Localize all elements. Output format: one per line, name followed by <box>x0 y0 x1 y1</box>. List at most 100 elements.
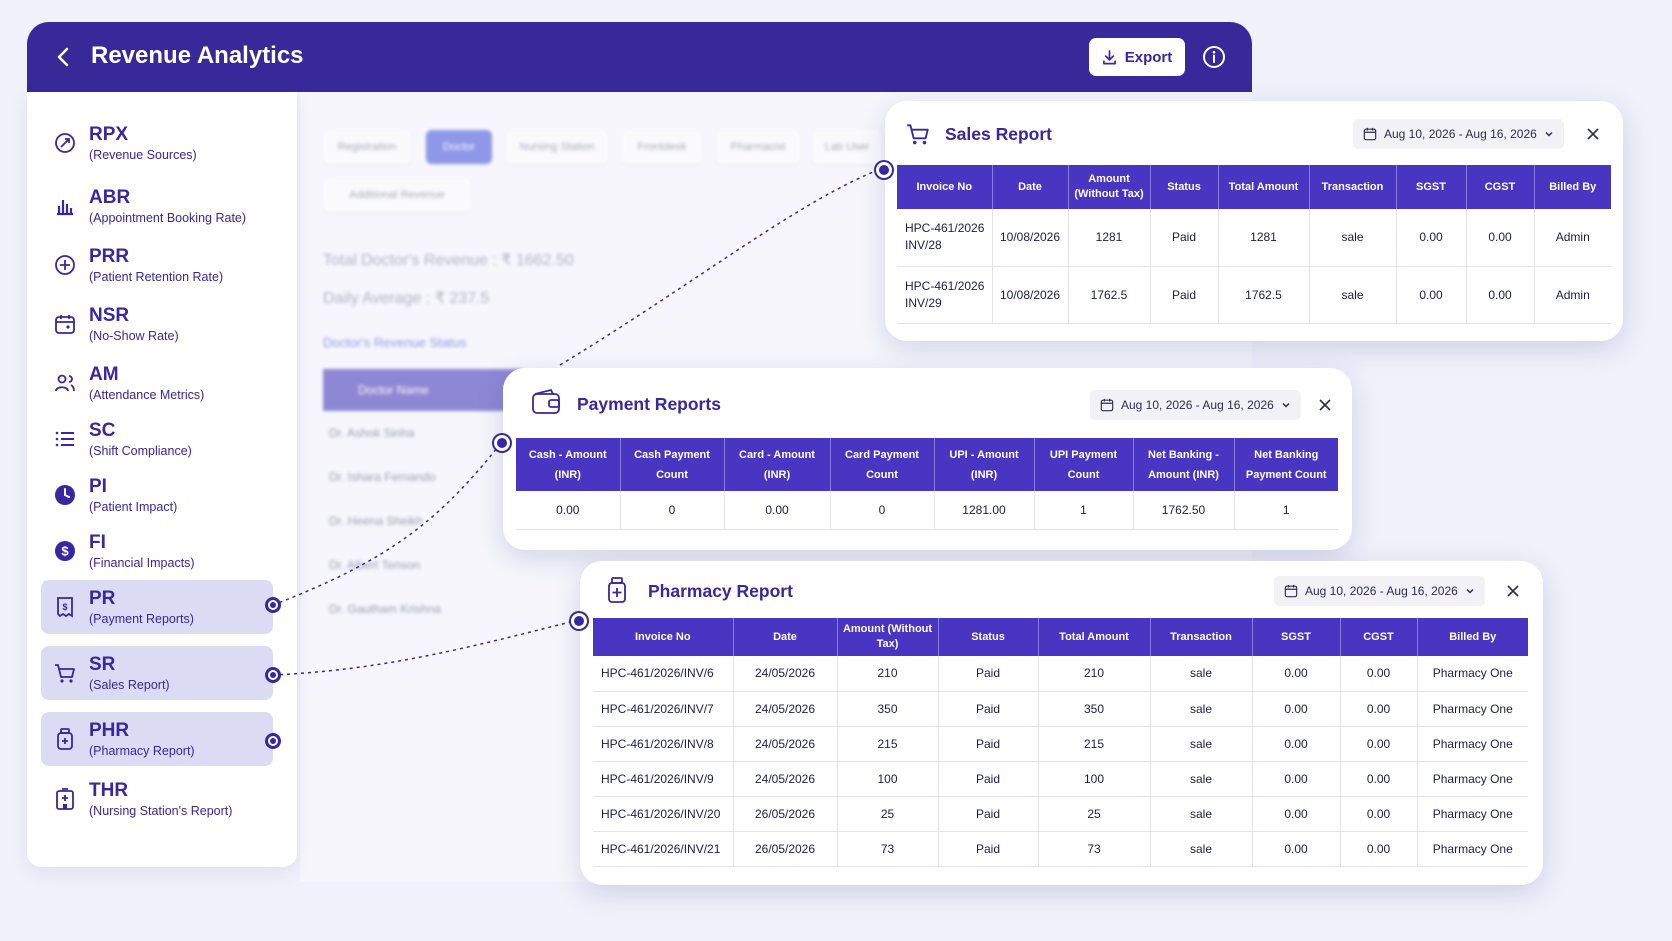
payment-reports-card: Payment Reports Aug 10, 2026 - Aug 16, 2… <box>503 368 1352 550</box>
table-cell: HPC-461/2026/INV/6 <box>593 656 734 692</box>
wallet-icon <box>532 388 560 414</box>
tab-nursing-station[interactable]: Nursing Station <box>506 130 608 164</box>
column-header: Card - Amount (INR) <box>724 438 831 491</box>
sales-close-button[interactable] <box>1583 124 1603 144</box>
column-header: Cash - Amount (INR) <box>516 438 621 491</box>
table-cell: 215 <box>837 726 939 762</box>
column-header: Invoice No <box>593 618 734 656</box>
sidebar-item-sc[interactable]: SC (Shift Compliance) <box>41 412 273 466</box>
table-row: HPC-461/2026/INV/9 24/05/2026 100 Paid 100 sa… <box>593 761 1528 797</box>
table-row: HPC-461/2026 INV/28 10/08/2026 1281 Paid… <box>897 209 1611 267</box>
pharmacy-date-picker[interactable]: Aug 10, 2026 - Aug 16, 2026 <box>1274 576 1485 606</box>
connector-dot-sales <box>876 162 892 178</box>
table-cell: 0.00 <box>1252 726 1341 762</box>
sidebar-item-desc: (Appointment Booking Rate) <box>89 210 247 225</box>
tab-frontdesk[interactable]: Frontdesk <box>622 130 702 164</box>
table-cell: 25 <box>837 796 939 832</box>
tab-pharmacist[interactable]: Pharmacist <box>716 130 800 164</box>
sidebar-item-thr[interactable]: THR (Nursing Station's Report) <box>41 772 273 826</box>
sidebar-item-sr[interactable]: SR (Sales Report) <box>41 646 273 700</box>
doctor-row: Dr. Ishara Fernando <box>329 470 436 484</box>
revenue-icon <box>55 133 75 153</box>
column-header: Card Payment Count <box>830 438 935 491</box>
pharmacy-date-range: Aug 10, 2026 - Aug 16, 2026 <box>1305 584 1458 598</box>
table-cell: 0 <box>830 491 935 530</box>
sidebar-item-desc: (Financial Impacts) <box>89 555 195 570</box>
sidebar-item-desc: (Pharmacy Report) <box>89 743 195 758</box>
sales-date-picker[interactable]: Aug 10, 2026 - Aug 16, 2026 <box>1353 119 1564 149</box>
column-header: Billed By <box>1417 618 1528 656</box>
payment-close-button[interactable] <box>1315 395 1335 415</box>
sidebar-item-nsr[interactable]: NSR (No-Show Rate) <box>41 297 273 351</box>
sidebar-item-pi[interactable]: PI (Patient Impact) <box>41 468 273 522</box>
receipt-icon: $ <box>57 597 73 618</box>
column-header: Invoice No <box>897 165 993 209</box>
retention-icon <box>55 255 75 275</box>
column-header: SGST <box>1396 165 1467 209</box>
table-cell: HPC-461/2026/INV/9 <box>593 761 734 797</box>
sidebar-item-abbr: PI <box>89 475 107 497</box>
export-button[interactable]: Export <box>1089 38 1185 76</box>
tab-registration[interactable]: Registration <box>323 130 411 164</box>
total-revenue-text: Total Doctor's Revenue : ₹ 1662.50 <box>323 252 574 269</box>
column-header: Net Banking Payment Count <box>1234 438 1338 491</box>
clock-icon <box>55 485 75 505</box>
export-label: Export <box>1124 48 1173 66</box>
sidebar-item-desc: (Sales Report) <box>89 677 170 692</box>
table-cell: 1762.50 <box>1133 491 1235 530</box>
info-button[interactable] <box>1201 44 1227 70</box>
table-cell: sale <box>1150 691 1253 727</box>
sidebar-item-desc: (No-Show Rate) <box>89 328 179 343</box>
sales-report-card: Sales Report Aug 10, 2026 - Aug 16, 2026… <box>885 101 1623 341</box>
sidebar-item-phr[interactable]: PHR (Pharmacy Report) <box>41 712 273 766</box>
table-cell: Pharmacy One <box>1417 796 1528 832</box>
tab-lab-user[interactable]: Lab User <box>812 130 882 164</box>
sidebar-item-fi[interactable]: $ FI (Financial Impacts) <box>41 524 273 578</box>
sidebar-item-desc: (Patient Impact) <box>89 499 178 514</box>
table-cell: sale <box>1309 266 1397 324</box>
pharmacy-table: Invoice No Date Amount (Without Tax) Sta… <box>593 618 1528 867</box>
table-cell: 100 <box>837 761 939 797</box>
dollar-icon: $ <box>55 541 75 561</box>
daily-average-text: Daily Average : ₹ 237.5 <box>323 290 490 307</box>
sidebar-item-abr[interactable]: ABR (Appointment Booking Rate) <box>41 179 273 233</box>
sidebar-item-desc: (Nursing Station's Report) <box>89 803 233 818</box>
table-cell: sale <box>1150 796 1253 832</box>
svg-text:$: $ <box>61 544 69 559</box>
table-cell: 73 <box>1038 831 1151 867</box>
table-cell: Admin <box>1534 209 1611 267</box>
sidebar-item-desc: (Attendance Metrics) <box>89 387 205 402</box>
table-cell: HPC-461/2026/INV/21 <box>593 831 734 867</box>
sidebar-item-prr[interactable]: PRR (Patient Retention Rate) <box>41 238 273 292</box>
sidebar-item-rpx[interactable]: RPX (Revenue Sources) <box>41 116 273 170</box>
back-button[interactable] <box>47 40 81 74</box>
sidebar-item-abbr: FI <box>89 531 106 553</box>
connector-dot-pr <box>265 597 281 613</box>
table-cell: 1762.5 <box>1068 266 1151 324</box>
pharmacy-close-button[interactable] <box>1503 581 1523 601</box>
sidebar-item-pr[interactable]: $ PR (Payment Reports) <box>41 580 273 634</box>
table-row: HPC-461/2026/INV/20 26/05/2026 25 Paid 25 sal… <box>593 796 1528 832</box>
table-cell: 0 <box>620 491 725 530</box>
table-cell: 73 <box>837 831 939 867</box>
tab-additional-revenue[interactable]: Additional Revenue <box>323 178 471 212</box>
table-cell: 1281 <box>1218 209 1310 267</box>
table-cell: Paid <box>938 761 1039 797</box>
table-cell: Paid <box>938 691 1039 727</box>
sales-report-title: Sales Report <box>945 124 1052 144</box>
connector-dot-payment <box>494 435 510 451</box>
tab-doctor[interactable]: Doctor <box>426 130 492 164</box>
payment-date-picker[interactable]: Aug 10, 2026 - Aug 16, 2026 <box>1090 390 1301 420</box>
hospital-icon <box>56 788 74 810</box>
download-icon <box>1102 49 1116 64</box>
table-cell: Paid <box>938 831 1039 867</box>
table-row: 0.00 0 0.00 0 1281.00 1 1762.50 1 <box>516 491 1338 530</box>
app-header: Revenue Analytics Export <box>27 22 1252 92</box>
close-icon <box>1319 399 1331 411</box>
chevron-left-icon <box>57 47 69 67</box>
sidebar-item-desc: (Patient Retention Rate) <box>89 269 224 284</box>
table-cell: 1281.00 <box>934 491 1035 530</box>
sidebar-item-am[interactable]: AM (Attendance Metrics) <box>41 356 273 410</box>
calendar-icon <box>1100 398 1114 412</box>
revenue-status-link[interactable]: Doctor's Revenue Status <box>323 335 467 350</box>
